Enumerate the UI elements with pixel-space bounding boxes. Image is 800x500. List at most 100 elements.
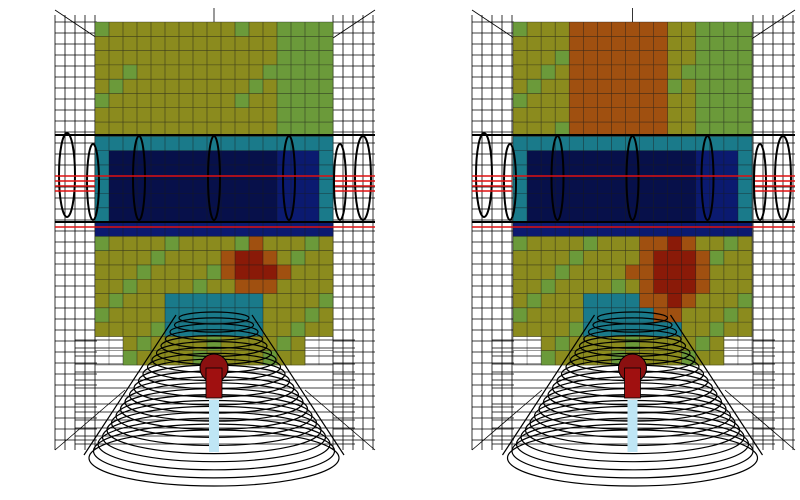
field-cell (137, 336, 152, 352)
field-cell (639, 207, 654, 223)
field-cell (695, 322, 711, 337)
field-cell (737, 222, 753, 237)
field-cell (709, 79, 725, 94)
field-cell (695, 350, 711, 366)
field-cell (207, 22, 222, 37)
field-cell (277, 236, 292, 251)
brace-line (329, 9, 376, 41)
field-cell (123, 93, 138, 109)
field-cell (681, 179, 697, 194)
ring (58, 132, 76, 218)
field-cell (583, 136, 598, 151)
field-cell (737, 79, 753, 94)
field-cell (137, 64, 152, 80)
field-cell (611, 64, 626, 80)
field-cell (109, 322, 124, 337)
field-cell (681, 264, 697, 280)
field-cell (235, 93, 250, 109)
field-cell (681, 22, 697, 37)
field-cell (179, 122, 194, 137)
field-cell (235, 293, 250, 309)
field-cell (193, 207, 208, 223)
field-cell (319, 307, 334, 323)
field-cell (611, 164, 626, 180)
field-cell (179, 93, 194, 109)
field-cell (123, 79, 138, 94)
field-cell (193, 164, 208, 180)
field-cell (305, 93, 320, 109)
field-cell (319, 107, 334, 123)
field-cell (639, 193, 654, 209)
field-cell (597, 193, 612, 209)
brace-line (54, 9, 101, 41)
field-cell (235, 164, 250, 180)
field-cell (695, 64, 711, 80)
field-cell (249, 279, 264, 294)
field-cell (695, 293, 711, 309)
field-cell (597, 164, 612, 180)
field-cell (709, 222, 725, 237)
cone-ring (169, 323, 259, 341)
field-cell (639, 107, 654, 123)
field-cell (319, 179, 334, 194)
field-cell (667, 122, 683, 137)
field-cell (235, 136, 250, 151)
field-cell (291, 350, 306, 366)
field-cell (653, 50, 668, 66)
field-cell (709, 107, 725, 123)
left-panel (54, 8, 376, 487)
field-cell (151, 322, 166, 337)
field-cell (681, 293, 697, 309)
field-cell (737, 264, 753, 280)
field-cell (667, 222, 683, 237)
field-cell (277, 322, 292, 337)
field-cell (277, 222, 292, 237)
field-cell (179, 293, 194, 309)
field-cell (319, 122, 334, 137)
field-cell (249, 150, 264, 166)
field-cell (249, 236, 264, 251)
field-cell (709, 293, 725, 309)
field-cell (513, 307, 528, 323)
field-cell (151, 107, 166, 123)
field-cell (569, 264, 584, 280)
field-cell (639, 293, 654, 309)
field-cell (193, 136, 208, 151)
field-cell (737, 50, 753, 66)
field-cell (597, 136, 612, 151)
field-cell (263, 93, 278, 109)
field-cell (541, 293, 556, 309)
field-cell (291, 207, 306, 223)
field-cell (569, 150, 584, 166)
field-cell (737, 107, 753, 123)
field-cell (667, 22, 683, 37)
field-cell (123, 322, 138, 337)
field-cell (95, 79, 110, 94)
field-cell (555, 236, 570, 251)
field-cell (109, 250, 124, 266)
field-cell (221, 322, 236, 337)
field-cell (513, 22, 528, 37)
field-cell (207, 36, 222, 51)
field-cell (95, 93, 110, 109)
field-cell (513, 64, 528, 80)
field-cell (527, 236, 542, 251)
field-cell (193, 222, 208, 237)
field-cell (319, 36, 334, 51)
field-cell (639, 336, 654, 352)
cone-edge (83, 314, 177, 456)
field-cell (291, 107, 306, 123)
field-cell (583, 164, 598, 180)
field-cell (555, 36, 570, 51)
field-cell (583, 179, 598, 194)
field-cell (737, 293, 753, 309)
field-cell (221, 79, 236, 94)
field-cell (151, 222, 166, 237)
field-cell (527, 293, 542, 309)
field-cell (165, 22, 180, 37)
field-cell (695, 93, 711, 109)
field-cell (151, 64, 166, 80)
field-cell (109, 293, 124, 309)
field-cell (319, 279, 334, 294)
field-cell (193, 22, 208, 37)
